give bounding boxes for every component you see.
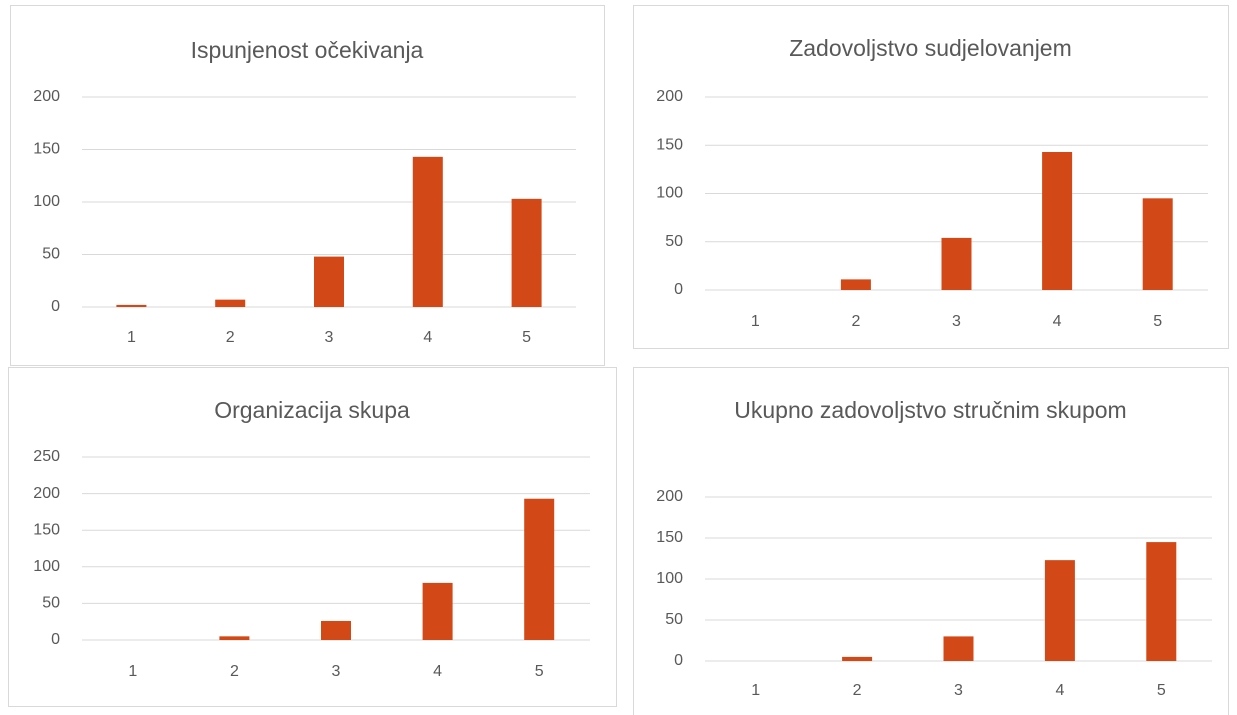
- x-tick-label: 5: [522, 329, 531, 346]
- y-tick-label: 100: [33, 558, 60, 575]
- y-tick-label: 200: [33, 88, 60, 105]
- bar: [219, 636, 250, 640]
- y-tick-label: 0: [674, 281, 683, 298]
- y-tick-label: 150: [656, 136, 683, 153]
- y-tick-label: 200: [656, 88, 683, 105]
- x-tick-label: 1: [128, 663, 137, 680]
- x-tick-label: 4: [1053, 313, 1062, 330]
- y-tick-label: 200: [656, 488, 683, 505]
- x-tick-label: 5: [1153, 313, 1162, 330]
- y-tick-label: 150: [33, 521, 60, 538]
- x-tick-label: 3: [954, 682, 963, 699]
- bar: [842, 656, 873, 661]
- x-tick-label: 4: [1055, 682, 1064, 699]
- y-tick-label: 50: [42, 246, 60, 263]
- bar: [524, 498, 555, 640]
- chart-title: Zadovoljstvo sudjelovanjem: [789, 35, 1072, 61]
- x-tick-label: 5: [1157, 682, 1166, 699]
- bar: [943, 636, 974, 661]
- bar: [1044, 560, 1075, 661]
- chart-title: Ukupno zadovoljstvo stručnim skupom: [734, 397, 1127, 423]
- y-tick-label: 0: [51, 298, 60, 315]
- x-tick-label: 3: [952, 313, 961, 330]
- y-tick-label: 0: [51, 631, 60, 648]
- chart-title: Ispunjenost očekivanja: [190, 37, 424, 63]
- bar: [321, 620, 351, 640]
- x-tick-label: 3: [332, 663, 341, 680]
- chart-title: Organizacija skupa: [214, 397, 410, 423]
- bar: [412, 156, 443, 307]
- x-tick-label: 2: [230, 663, 239, 680]
- bar: [511, 198, 542, 307]
- bar: [1146, 542, 1177, 661]
- bar: [116, 304, 147, 307]
- y-tick-label: 100: [33, 193, 60, 210]
- x-tick-label: 2: [226, 329, 235, 346]
- y-tick-label: 0: [674, 652, 683, 669]
- y-tick-label: 150: [656, 529, 683, 546]
- bar: [941, 237, 972, 290]
- x-tick-label: 1: [751, 682, 760, 699]
- x-tick-label: 5: [535, 663, 544, 680]
- y-tick-label: 50: [665, 611, 683, 628]
- y-tick-label: 50: [42, 595, 60, 612]
- x-tick-label: 2: [851, 313, 860, 330]
- x-tick-label: 3: [325, 329, 334, 346]
- bar: [1042, 152, 1073, 290]
- y-tick-label: 100: [656, 570, 683, 587]
- bar: [422, 582, 453, 640]
- bar: [1142, 198, 1173, 290]
- x-tick-label: 1: [127, 329, 136, 346]
- chart-panel: [633, 367, 1229, 715]
- y-tick-label: 100: [656, 185, 683, 202]
- x-tick-label: 4: [423, 329, 432, 346]
- x-tick-label: 1: [751, 313, 760, 330]
- x-tick-label: 4: [433, 663, 442, 680]
- y-tick-label: 200: [33, 485, 60, 502]
- y-tick-label: 150: [33, 141, 60, 158]
- bar: [215, 299, 246, 307]
- y-tick-label: 250: [33, 448, 60, 465]
- x-tick-label: 2: [853, 682, 862, 699]
- chart-panel: [633, 5, 1229, 349]
- chart-panel: [10, 5, 605, 366]
- chart-panel: [8, 367, 617, 707]
- bar: [840, 279, 871, 290]
- y-tick-label: 50: [665, 233, 683, 250]
- bar: [314, 256, 344, 307]
